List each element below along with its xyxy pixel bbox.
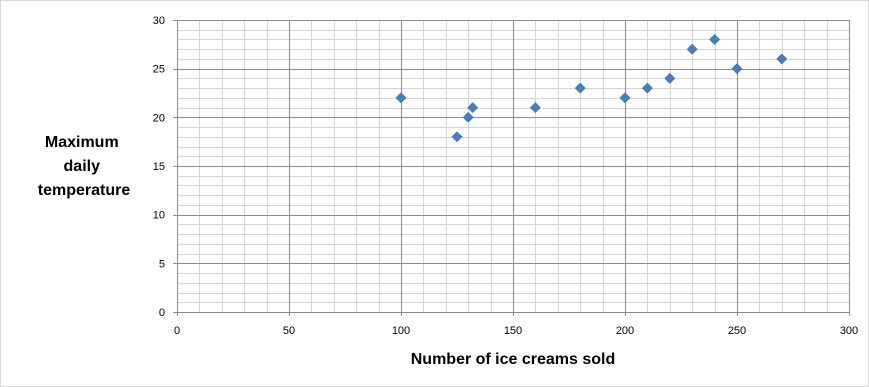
y-tick-label: 10	[153, 210, 165, 222]
data-point	[641, 82, 653, 94]
y-tick-label: 5	[159, 258, 165, 270]
x-axis-tick-labels: 0 50 100 150 200 250 300	[174, 325, 858, 337]
data-point	[686, 43, 698, 55]
x-tick-label: 100	[392, 325, 410, 337]
data-point	[574, 82, 586, 94]
plot-area-border	[173, 20, 850, 316]
data-point	[395, 92, 407, 104]
data-point	[529, 102, 541, 114]
y-tick-label: 0	[159, 307, 165, 319]
y-axis-title: Maximum daily temperature	[38, 134, 131, 199]
x-tick-label: 150	[504, 325, 522, 337]
data-point	[462, 111, 474, 123]
y-tick-label: 25	[153, 64, 165, 76]
data-point	[709, 34, 721, 45]
data-points	[395, 34, 788, 143]
y-axis-title-line-1: Maximum	[45, 134, 119, 151]
data-point	[467, 102, 479, 114]
x-tick-label: 0	[174, 325, 180, 337]
x-tick-label: 200	[616, 325, 634, 337]
y-axis-title-line-3: temperature	[38, 182, 131, 199]
y-tick-label: 20	[153, 112, 165, 124]
x-axis-title: Number of ice creams sold	[411, 351, 616, 368]
x-tick-label: 50	[283, 325, 295, 337]
y-axis-title-line-2: daily	[64, 158, 101, 175]
data-point	[451, 131, 463, 143]
y-tick-label: 30	[153, 15, 165, 27]
data-point	[619, 92, 631, 104]
y-tick-label: 15	[153, 161, 165, 173]
data-point	[664, 72, 676, 84]
major-gridlines	[177, 20, 849, 312]
data-point	[731, 63, 743, 75]
data-point	[776, 53, 788, 65]
x-tick-label: 300	[840, 325, 858, 337]
x-tick-label: 250	[728, 325, 746, 337]
y-axis-tick-labels: 0 5 10 15 20 25 30	[153, 15, 165, 319]
